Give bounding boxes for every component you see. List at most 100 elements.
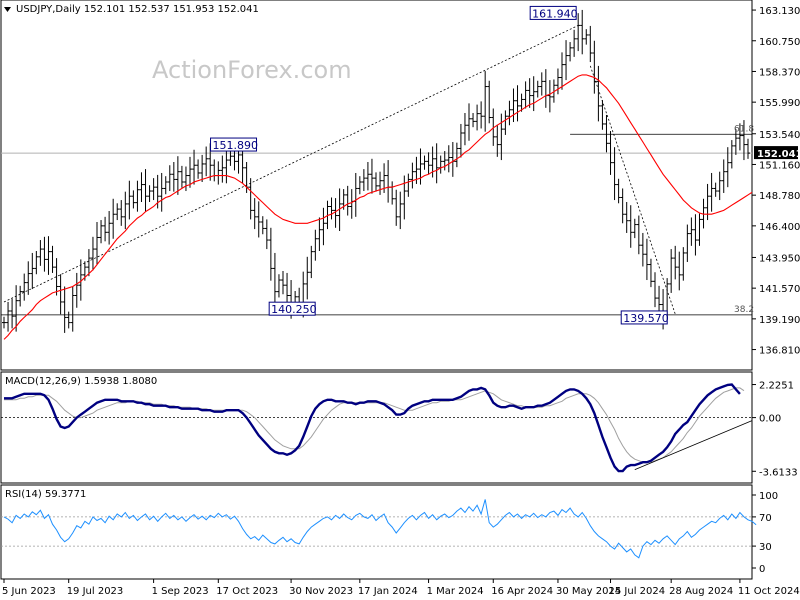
price-bar: [248, 178, 253, 220]
price-bar: [560, 52, 564, 90]
price-bar: [507, 100, 512, 126]
price-bar: [479, 101, 484, 129]
x-axis-tick: 11 Oct 2024: [738, 586, 800, 597]
price-bar: [183, 166, 188, 192]
macd-header: MACD(12,26,9) 1.5938 1.8080: [5, 376, 157, 387]
price-bar: [361, 169, 366, 192]
price-bar: [357, 176, 362, 195]
price-bar: [729, 140, 734, 169]
price-bar: [34, 251, 39, 275]
price-bar: [196, 159, 201, 179]
price-bar: [256, 201, 261, 238]
price-bar: [608, 131, 613, 175]
price-bar: [620, 188, 625, 224]
macd-line: [4, 383, 741, 473]
price-bar: [374, 172, 378, 192]
price-bar: [741, 120, 746, 161]
price-bar: [192, 149, 197, 185]
price-bar: [515, 85, 520, 122]
price-bar: [588, 25, 593, 63]
label-151890: 151.890: [213, 139, 258, 152]
price-bar: [90, 236, 95, 271]
price-bar: [689, 217, 694, 246]
price-axis-tick: 155.990: [759, 98, 800, 109]
price-bar: [746, 138, 750, 159]
price-bar: [204, 146, 209, 177]
rsi-axis-tick: 100: [759, 491, 778, 502]
price-bar: [685, 224, 690, 262]
price-bar: [276, 274, 281, 298]
price-bar: [450, 142, 455, 177]
price-bar: [527, 78, 532, 108]
price-bar: [14, 285, 19, 332]
price-bar: [733, 129, 738, 155]
rsi-pane-frame: [0, 484, 753, 580]
price-bar: [604, 114, 609, 153]
price-bar: [107, 211, 112, 245]
price-bar: [410, 162, 415, 189]
price-bar: [228, 150, 233, 166]
fib-618-label: 61.8: [734, 124, 754, 134]
price-bar: [6, 301, 11, 332]
price-bar: [103, 216, 108, 242]
macd-trendline: [634, 420, 753, 470]
x-axis-tick: 30 Nov 2023: [289, 586, 353, 597]
price-bar: [503, 110, 508, 135]
price-axis-tick: 153.540: [759, 130, 800, 141]
price-axis-tick: 146.400: [759, 222, 800, 233]
price-bar: [378, 171, 383, 195]
price-bar: [612, 147, 617, 201]
price-bar: [95, 221, 99, 265]
label-161940-box: [529, 5, 577, 20]
price-bar: [390, 181, 395, 205]
main-header: USDJPY,Daily 152.101 152.537 151.953 152…: [16, 4, 259, 15]
rsi-axis-tick: 70: [759, 513, 772, 524]
price-bar: [543, 69, 548, 108]
price-bar: [467, 103, 471, 141]
price-bar: [535, 80, 540, 98]
price-bar: [175, 156, 180, 195]
rsi-axis-tick: 0: [759, 564, 765, 575]
price-bar: [78, 259, 83, 301]
price-bar: [18, 285, 23, 307]
price-bar: [123, 191, 128, 230]
header-triangle-icon: [4, 7, 11, 12]
price-bar: [212, 159, 217, 182]
price-bar: [151, 178, 156, 201]
price-bar: [717, 171, 722, 201]
price-bar: [220, 155, 225, 183]
price-bar: [487, 80, 492, 124]
price-bar: [115, 203, 120, 221]
label-140250: 140.250: [271, 303, 317, 316]
price-bar: [454, 142, 459, 168]
rsi-axis-tick: 30: [759, 542, 772, 553]
price-bar: [669, 249, 674, 293]
price-axis-tick: 143.950: [759, 253, 800, 264]
last-price-box: [754, 146, 798, 160]
price-bar: [616, 178, 621, 204]
price-bar: [188, 156, 192, 188]
price-bar: [325, 200, 330, 230]
price-bar: [713, 182, 718, 197]
x-axis-tick: 1 Sep 2023: [152, 586, 209, 597]
price-bar: [30, 252, 35, 290]
price-bar: [632, 218, 637, 239]
price-bar: [42, 236, 47, 272]
price-bar: [329, 197, 334, 220]
price-bar: [434, 143, 439, 184]
x-axis-tick: 17 Jan 2024: [358, 586, 418, 597]
price-bar: [345, 185, 350, 216]
price-bar: [281, 271, 285, 295]
macd-pane: [1, 383, 753, 473]
price-bar: [252, 198, 257, 230]
price-bar: [511, 88, 516, 123]
price-bar: [46, 236, 51, 275]
fib-382-label: 38.2: [734, 305, 754, 315]
price-bar: [264, 219, 269, 250]
price-bar: [576, 13, 581, 52]
down-projection-line: [589, 65, 676, 315]
price-axis-tick: 158.370: [759, 67, 800, 78]
price-bar: [394, 189, 399, 226]
price-bar: [74, 272, 79, 308]
